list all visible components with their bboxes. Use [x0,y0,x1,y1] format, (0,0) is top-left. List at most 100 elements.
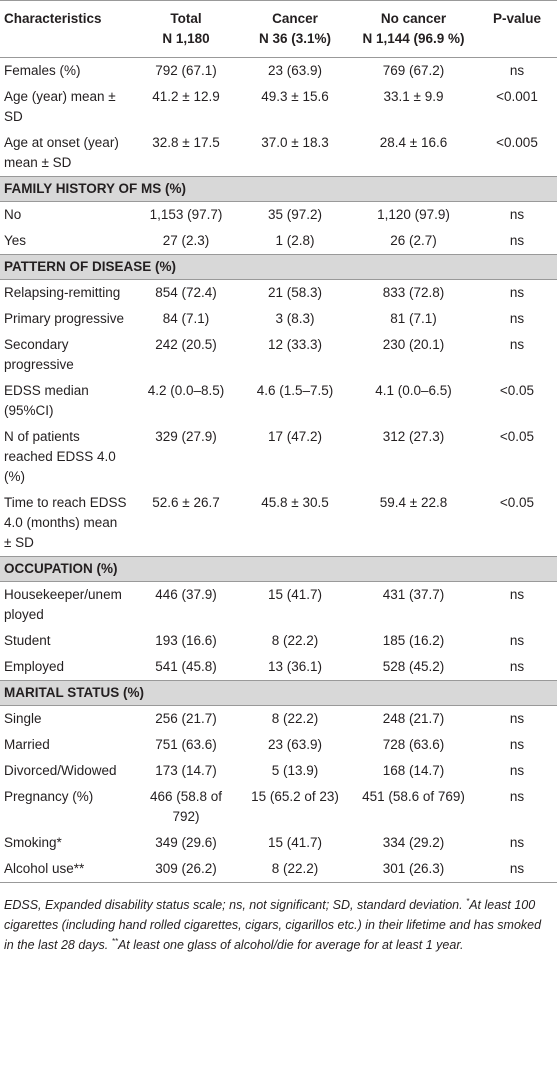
header-cell: P-value [477,0,557,58]
row-label: N of patients reached EDSS 4.0 (%) [4,429,116,484]
data-row: EDSS median (95%CI) 4.2 (0.0–8.5) 4.6 (1.5… [0,378,557,424]
row-label: Pregnancy (%) [4,789,94,804]
cell: 833 (72.8) [382,285,445,300]
footnote-text: At least one glass of alcohol/die for av… [117,938,464,952]
row-label: Time to reach EDSS 4.0 (months) mean ± S… [4,495,127,550]
cell: 230 (20.1) [382,337,445,352]
cell: 1,153 (97.7) [149,207,223,222]
cell: 301 (26.3) [350,856,477,883]
cell: 334 (29.2) [382,835,445,850]
header-cell: Characteristics [0,0,132,58]
cell: <0.05 [499,383,535,398]
data-row: No 1,153 (97.7) 35 (97.2) 1,120 (97.9) ns [0,202,557,229]
cell: 15 (65.2 of 23) [251,789,339,804]
row-label: Married [4,737,50,752]
cell: 173 (14.7) [155,763,217,778]
cell: 193 (16.6) [155,633,217,648]
section-title: OCCUPATION (%) [0,556,557,582]
data-row: Secondary progressive 242 (20.5) 12 (33.3)… [0,332,557,378]
data-table: Characteristics Total N 1,180 Cancer N 36 (3… [0,0,557,883]
row-label: Age at onset (year) mean ± SD [4,135,119,170]
row-label: Alcohol use** [0,856,132,883]
footnote-text: EDSS, Expanded disability status scale; … [4,898,467,912]
cell: <0.05 [499,429,535,444]
section-row: PATTERN OF DISEASE (%) [0,254,557,280]
cell: ns [509,633,525,648]
cell: 541 (45.8) [155,659,217,674]
data-row: Time to reach EDSS 4.0 (months) mean ± S… [0,490,557,557]
data-row: Single 256 (21.7) 8 (22.2) 248 (21.7) ns [0,706,557,733]
cell: 23 (63.9) [267,63,323,78]
header-title: P-value [492,11,542,26]
header-title: No cancer [380,11,447,26]
footnote-text: At least 100 cigarettes (including hand … [4,898,542,952]
cell: 13 (36.1) [267,659,323,674]
row-label: Age (year) mean ± SD [4,89,116,124]
cell: ns [509,659,525,674]
cell: 769 (67.2) [382,63,445,78]
row-label: EDSS median (95%CI) [4,383,89,418]
cell: ns [477,856,557,883]
cell: 32.8 ± 17.5 [152,135,220,150]
section-row: OCCUPATION (%) [0,556,557,582]
section-title: FAMILY HISTORY OF MS (%) [0,176,557,202]
row-label: Primary progressive [4,311,125,326]
row-label: Divorced/Widowed [4,763,117,778]
data-row: Smoking* 349 (29.6) 15 (41.7) 334 (29.2) ns [0,830,557,856]
cell: ns [509,763,525,778]
cell: 329 (27.9) [155,429,217,444]
cell: 41.2 ± 12.9 [152,89,220,104]
data-row: Pregnancy (%) 466 (58.8 of 792) 15 (65.2 o… [0,784,557,830]
data-row: Yes 27 (2.3) 1 (2.8) 26 (2.7) ns [0,228,557,255]
cell: 242 (20.5) [155,337,217,352]
cell: 431 (37.7) [382,587,445,602]
data-row: Relapsing-remitting 854 (72.4) 21 (58.3) 83… [0,280,557,307]
row-label: Smoking* [4,835,62,850]
cell: 17 (47.2) [267,429,323,444]
cell: 528 (45.2) [382,659,445,674]
cell: 27 (2.3) [162,233,210,248]
data-row: Alcohol use** 309 (26.2) 8 (22.2) 301 (26.3… [0,856,557,883]
cell: 37.0 ± 18.3 [261,135,329,150]
cell: 256 (21.7) [155,711,217,726]
data-row: Employed 541 (45.8) 13 (36.1) 528 (45.2) ns [0,654,557,681]
table-body: Females (%) 792 (67.1) 23 (63.9) 769 (67.2)… [0,58,557,883]
header-title: Cancer [272,11,318,26]
header-cell: Total N 1,180 [132,0,240,58]
cell: ns [509,835,525,850]
data-row: Age at onset (year) mean ± SD 32.8 ± 17.5… [0,130,557,177]
cell: 792 (67.1) [155,63,217,78]
section-title: MARITAL STATUS (%) [0,680,557,706]
cell: 728 (63.6) [382,737,445,752]
cell: 248 (21.7) [382,711,445,726]
cell: 49.3 ± 15.6 [261,89,329,104]
row-label: Females (%) [4,63,81,78]
cell: 466 (58.8 of 792) [149,789,223,824]
cell: <0.001 [496,89,538,104]
data-row: Married 751 (63.6) 23 (63.9) 728 (63.6) ns [0,732,557,758]
cell: ns [509,587,525,602]
header-subtitle: N 1,144 (96.9 %) [362,31,465,46]
cell: 52.6 ± 26.7 [152,495,220,510]
cell: ns [509,233,525,248]
cell: 1 (2.8) [275,233,315,248]
header-subtitle: N 36 (3.1%) [258,31,332,46]
header-title: Characteristics [4,11,102,26]
section-title: PATTERN OF DISEASE (%) [0,254,557,280]
data-row: Housekeeper/unemployed 446 (37.9) 15 (41.7… [0,582,557,629]
cell: 12 (33.3) [267,337,323,352]
cell: 23 (63.9) [267,737,323,752]
cell: <0.05 [499,495,535,510]
cell: ns [509,337,525,352]
cell: 4.2 (0.0–8.5) [147,383,225,398]
cell: ns [509,63,525,78]
footnote-marker: * [466,896,470,906]
header-cell: Cancer N 36 (3.1%) [240,0,350,58]
header-subtitle: N 1,180 [162,31,210,46]
section-row: MARITAL STATUS (%) [0,680,557,706]
cell: 751 (63.6) [155,737,217,752]
cell: 451 (58.6 of 769) [362,789,465,804]
cell: 185 (16.2) [382,633,445,648]
row-label: No [4,207,22,222]
